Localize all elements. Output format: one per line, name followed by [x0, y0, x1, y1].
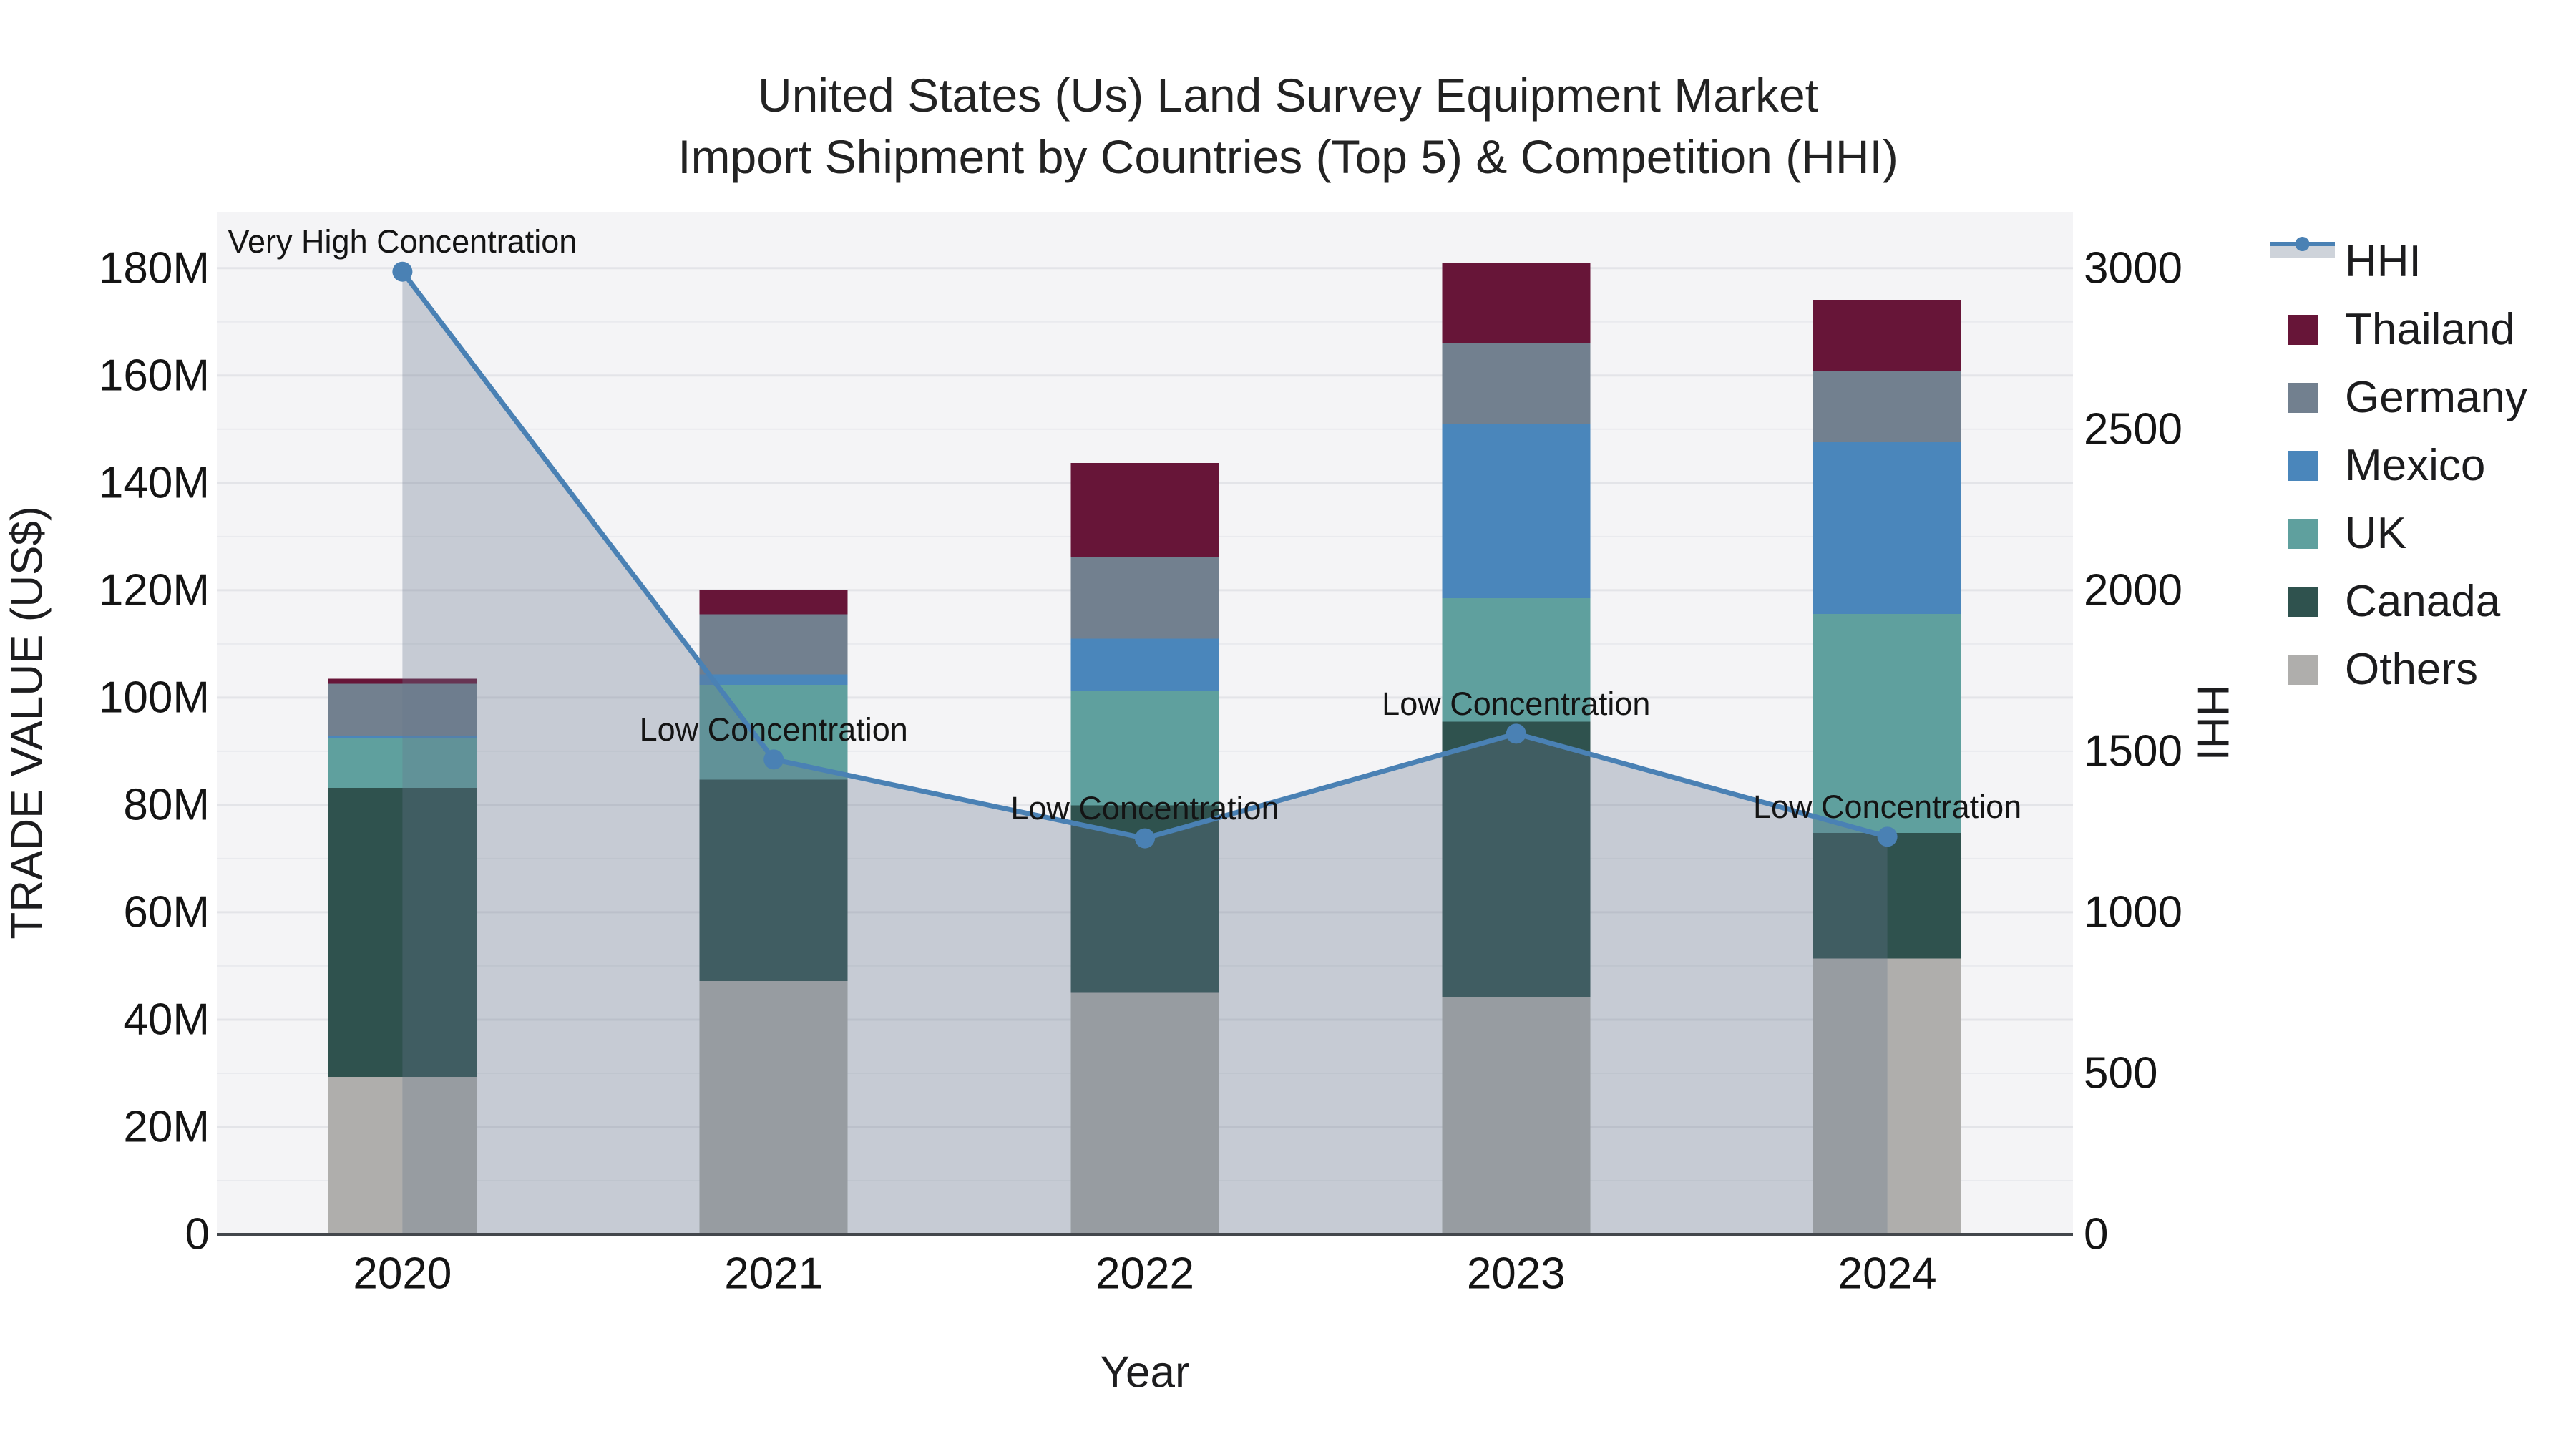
legend-item-canada[interactable]: Canada: [2270, 567, 2527, 635]
legend-label-others: Others: [2345, 645, 2479, 694]
y-left-tick-40M: 40M: [123, 995, 210, 1044]
bar-segment-mexico-2022: [1070, 638, 1219, 691]
legend-item-mexico[interactable]: Mexico: [2270, 431, 2527, 499]
x-tick-2023: 2023: [1467, 1249, 1566, 1299]
uk-swatch-icon: [2270, 518, 2335, 549]
chart-title-line1: United States (Us) Land Survey Equipment…: [757, 69, 1818, 122]
bar-segment-germany-2023: [1442, 343, 1591, 425]
y-left-tick-0: 0: [185, 1210, 210, 1259]
bar-segment-germany-2022: [1070, 557, 1219, 639]
bar-segment-mexico-2023: [1442, 424, 1591, 599]
bar-segment-germany-2020: [328, 683, 477, 736]
bar-segment-canada-2023: [1442, 721, 1591, 998]
y-left-tick-60M: 60M: [123, 887, 210, 937]
hhi-marker-2023: [1506, 723, 1526, 744]
legend-label-thailand: Thailand: [2345, 305, 2515, 354]
y-right-tick-0: 0: [2084, 1210, 2108, 1259]
bar-segment-others-2024: [1813, 958, 1962, 1234]
hhi-marker-2021: [763, 749, 784, 770]
bar-segment-thailand-2022: [1070, 463, 1219, 557]
y-left-tick-140M: 140M: [99, 458, 210, 507]
bar-segment-mexico-2021: [699, 674, 848, 685]
y-left-tick-80M: 80M: [123, 780, 210, 829]
y-left-tick-160M: 160M: [99, 351, 210, 400]
annotation-2021: Low Concentration: [640, 711, 908, 748]
x-tick-2020: 2020: [353, 1249, 452, 1299]
bar-segment-canada-2024: [1813, 832, 1962, 959]
legend-label-uk: UK: [2345, 509, 2407, 558]
bar-segment-others-2021: [699, 980, 848, 1234]
y-axis-title-right: HHI: [2187, 684, 2238, 761]
legend-label-mexico: Mexico: [2345, 441, 2486, 490]
legend-label-canada: Canada: [2345, 577, 2501, 626]
bar-segment-canada-2020: [328, 787, 477, 1078]
bars: [328, 263, 1962, 1234]
y-right-tick-2500: 2500: [2084, 405, 2182, 454]
legend-item-germany[interactable]: Germany: [2270, 364, 2527, 431]
bar-segment-thailand-2024: [1813, 300, 1962, 371]
y-left-tick-180M: 180M: [99, 243, 210, 293]
bar-segment-germany-2024: [1813, 371, 1962, 442]
hhi-marker-2024: [1877, 826, 1898, 847]
chart-title: United States (Us) Land Survey Equipment…: [0, 64, 2576, 187]
legend-item-uk[interactable]: UK: [2270, 499, 2527, 567]
bar-segment-mexico-2024: [1813, 441, 1962, 614]
mexico-swatch-icon: [2270, 450, 2335, 481]
bar-segment-mexico-2020: [328, 736, 477, 738]
annotation-2024: Low Concentration: [1753, 789, 2021, 825]
canada-swatch-icon: [2270, 586, 2335, 617]
germany-swatch-icon: [2270, 382, 2335, 413]
y-axis-title-left: TRADE VALUE (US$): [2, 506, 52, 940]
bar-segment-thailand-2023: [1442, 263, 1591, 343]
bar-segment-others-2023: [1442, 997, 1591, 1234]
bar-segment-uk-2020: [328, 738, 477, 788]
y-left-tick-100M: 100M: [99, 673, 210, 722]
bar-segment-thailand-2021: [699, 590, 848, 615]
y-right-tick-1500: 1500: [2084, 727, 2182, 776]
legend-item-others[interactable]: Others: [2270, 635, 2527, 703]
x-tick-2024: 2024: [1838, 1249, 1937, 1299]
x-tick-2021: 2021: [724, 1249, 823, 1299]
thailand-swatch-icon: [2270, 314, 2335, 345]
annotation-2023: Low Concentration: [1382, 686, 1650, 722]
y-right-tick-3000: 3000: [2084, 244, 2182, 293]
others-swatch-icon: [2270, 654, 2335, 685]
annotation-2020: Very High Concentration: [228, 223, 577, 260]
bar-segment-germany-2021: [699, 614, 848, 675]
legend-label-hhi: HHI: [2345, 237, 2421, 286]
y-right-tick-1000: 1000: [2084, 888, 2182, 937]
bar-segment-thailand-2020: [328, 678, 477, 684]
legend: HHI Thailand Germany Mexico UK Canada Others: [2270, 228, 2527, 703]
annotation-2022: Low Concentration: [1010, 790, 1279, 826]
bar-segment-others-2022: [1070, 992, 1219, 1234]
y-right-tick-2000: 2000: [2084, 566, 2182, 615]
bar-segment-others-2020: [328, 1077, 477, 1234]
legend-item-thailand[interactable]: Thailand: [2270, 296, 2527, 364]
y-left-tick-20M: 20M: [123, 1102, 210, 1151]
bar-segment-canada-2021: [699, 779, 848, 981]
bar-segment-uk-2024: [1813, 613, 1962, 833]
hhi-area-fill: [402, 271, 1888, 1235]
y-right-tick-500: 500: [2084, 1049, 2157, 1098]
chart-title-line2: Import Shipment by Countries (Top 5) & C…: [678, 130, 1898, 183]
hhi-marker-2022: [1135, 828, 1155, 849]
legend-label-germany: Germany: [2345, 373, 2527, 422]
y-left-tick-120M: 120M: [99, 565, 210, 615]
x-axis-title: Year: [1100, 1347, 1190, 1397]
bar-segment-uk-2023: [1442, 598, 1591, 722]
legend-item-hhi[interactable]: HHI: [2270, 228, 2527, 296]
hhi-marker-2020: [392, 261, 413, 282]
x-tick-2022: 2022: [1096, 1249, 1194, 1299]
bar-segment-uk-2022: [1070, 691, 1219, 806]
